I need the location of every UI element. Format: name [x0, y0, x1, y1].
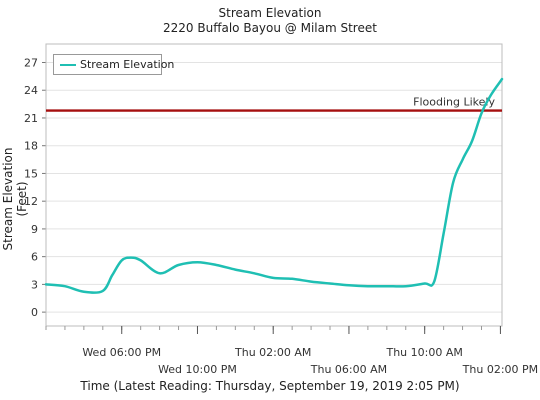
y-tick-label: 24	[24, 84, 38, 97]
x-axis-label: Time (Latest Reading: Thursday, Septembe…	[80, 379, 460, 393]
y-tick-label: 15	[24, 167, 38, 180]
x-tick-label: Wed 06:00 PM	[82, 346, 161, 359]
y-tick-label: 21	[24, 112, 38, 125]
series-line-stream-elevation	[44, 77, 504, 294]
y-tick-label: 6	[31, 251, 38, 264]
plot-border	[45, 43, 503, 327]
x-tick-label: Thu 06:00 AM	[310, 363, 387, 376]
y-tick-label: 0	[31, 306, 38, 319]
flood-threshold-label: Flooding Likely	[413, 96, 495, 109]
x-tick-label: Thu 02:00 AM	[234, 346, 311, 359]
y-tick-label: 18	[24, 140, 38, 153]
x-tick-label: Wed 10:00 PM	[158, 363, 237, 376]
y-tick-label: 3	[31, 278, 38, 291]
y-tick-label: 12	[24, 195, 38, 208]
y-tick-label: 9	[31, 223, 38, 236]
x-tick-label: Thu 10:00 AM	[385, 346, 462, 359]
chart-title: Stream Elevation	[218, 6, 322, 20]
chart-subtitle: 2220 Buffalo Bayou @ Milam Street	[163, 21, 377, 35]
y-tick-label: 27	[24, 56, 38, 69]
legend-label-stream-elevation: Stream Elevation	[80, 58, 175, 71]
legend-swatch	[60, 64, 76, 66]
x-tick-label: Thu 02:00 PM	[462, 363, 538, 376]
legend: Stream Elevation	[53, 54, 174, 75]
